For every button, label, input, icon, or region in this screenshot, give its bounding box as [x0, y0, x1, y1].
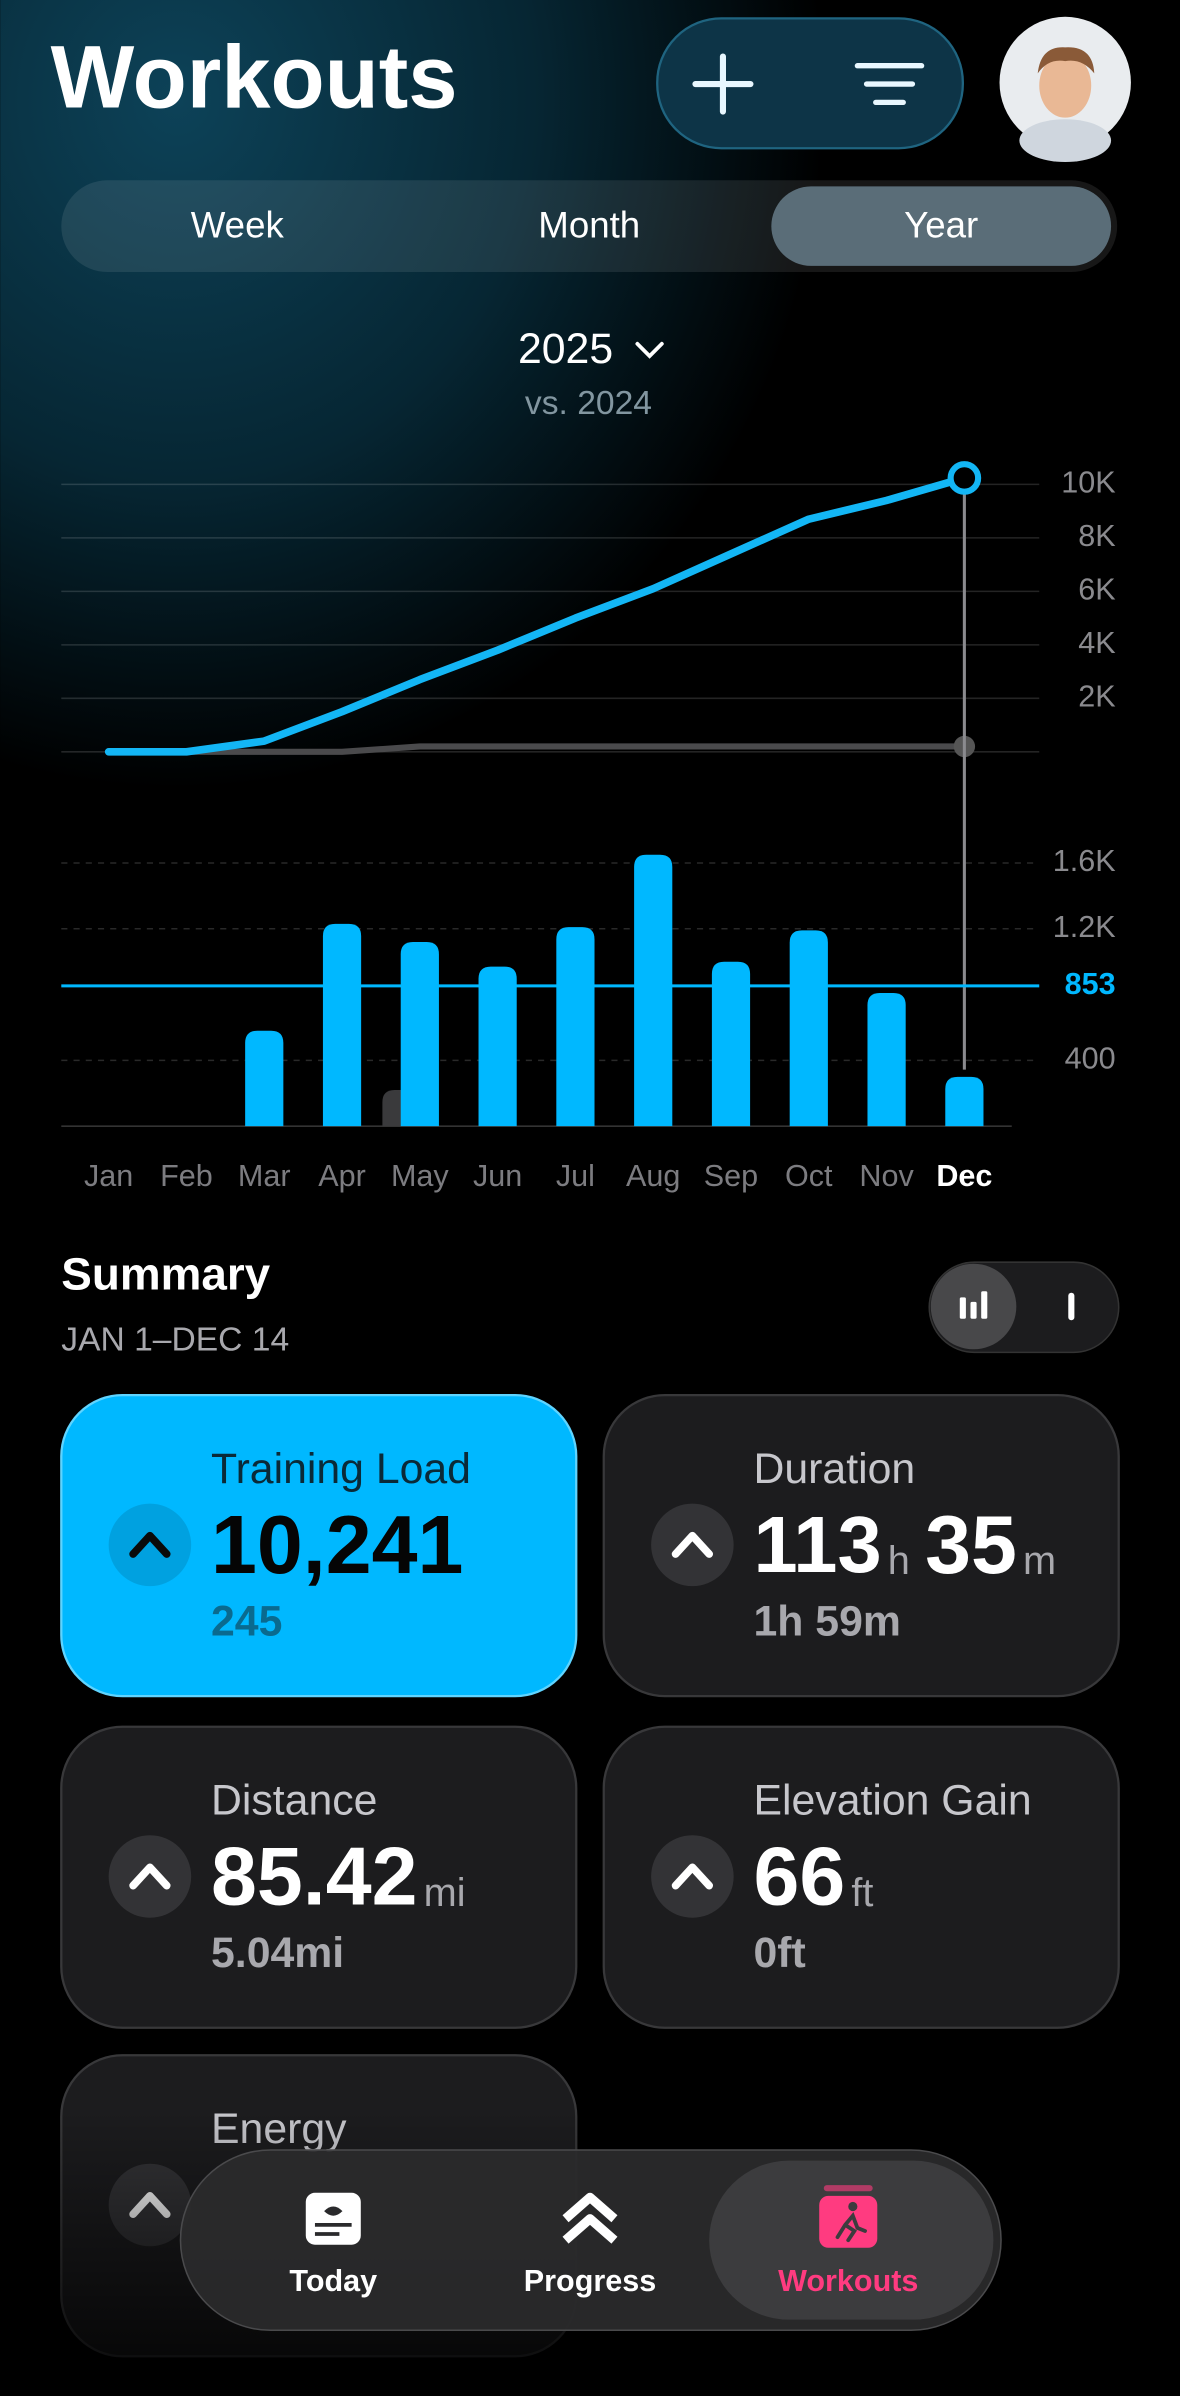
metric-unit: m — [1023, 1539, 1056, 1583]
bar — [634, 854, 673, 1127]
metric-card[interactable] — [602, 1725, 1120, 2029]
bar — [867, 992, 906, 1127]
profile-avatar[interactable] — [999, 16, 1131, 162]
x-tick-label[interactable]: Feb — [160, 1159, 213, 1193]
summary-title: Summary — [61, 1249, 270, 1300]
trend-icon-bg — [108, 1503, 192, 1587]
x-tick-label[interactable]: Mar — [238, 1159, 291, 1193]
metric-label: Distance — [211, 1776, 377, 1824]
add-button[interactable] — [692, 53, 754, 115]
metric-card[interactable] — [60, 1393, 578, 1698]
segment-option[interactable]: Month — [538, 204, 640, 245]
tab-label[interactable]: Today — [289, 2264, 377, 2298]
metric-value: 66 ft — [754, 1830, 874, 1922]
action-pill — [656, 17, 964, 150]
metric-unit: mi — [424, 1870, 466, 1914]
metric-label: Elevation Gain — [754, 1776, 1032, 1824]
y-tick-label: 8K — [1078, 519, 1116, 553]
y-tick-label: 1.2K — [1053, 910, 1116, 944]
trend-icon — [671, 1863, 714, 1890]
series-line — [105, 743, 968, 755]
today-icon — [305, 2192, 361, 2245]
trend-icon-bg — [651, 1835, 734, 1918]
metric-card[interactable] — [602, 1393, 1120, 1698]
x-tick-label[interactable]: May — [391, 1159, 449, 1193]
list-view-button[interactable] — [1068, 1292, 1075, 1321]
x-tick-label[interactable]: Dec — [936, 1159, 992, 1193]
year-chevron[interactable] — [635, 341, 664, 359]
bar — [322, 923, 362, 1127]
y-tick-label: 4K — [1078, 626, 1116, 660]
page-title: Workouts — [51, 27, 458, 126]
metric-change: 0ft — [754, 1929, 806, 1977]
metric-number: 66 — [754, 1830, 846, 1922]
trend-icon — [129, 1863, 171, 1890]
x-tick-label[interactable]: Jan — [84, 1159, 133, 1193]
trend-icon — [129, 1531, 171, 1558]
bar — [556, 927, 595, 1127]
y-tick-label: 10K — [1061, 465, 1116, 499]
metric-unit: h — [888, 1539, 910, 1583]
x-tick-label[interactable]: Oct — [785, 1159, 833, 1193]
filter-button[interactable] — [854, 63, 925, 106]
metric-number: 113 — [754, 1500, 882, 1589]
x-tick-label[interactable]: Jul — [556, 1159, 595, 1193]
workouts-icon — [819, 2185, 878, 2248]
metric-change: 5.04mi — [211, 1929, 344, 1977]
bar — [478, 966, 517, 1127]
metric-number: 85.42 — [211, 1830, 417, 1922]
metric-card[interactable] — [60, 1725, 578, 2029]
y-tick-label: 2K — [1078, 679, 1116, 713]
trend-icon-bg — [651, 1503, 734, 1587]
x-tick-label[interactable]: Aug — [626, 1159, 680, 1193]
tab-label[interactable]: Progress — [524, 2264, 656, 2298]
metric-label: Training Load — [211, 1445, 471, 1493]
metric-value: 10,241 — [211, 1499, 463, 1591]
progress-icon — [562, 2192, 618, 2244]
bar — [245, 1030, 284, 1127]
y-tick-label: 6K — [1078, 572, 1116, 606]
bar — [711, 961, 751, 1127]
segment-option[interactable]: Year — [904, 204, 978, 245]
comparison-year: vs. 2024 — [525, 385, 652, 422]
metric-unit: ft — [851, 1870, 873, 1914]
average-label: 853 — [1065, 967, 1116, 1001]
metric-value: 113 h 35 m — [754, 1499, 1057, 1591]
x-tick-label[interactable]: Sep — [704, 1159, 758, 1193]
tab-label[interactable]: Workouts — [778, 2264, 918, 2298]
x-tick-label[interactable]: Apr — [318, 1159, 366, 1193]
metric-number: 35 — [925, 1499, 1017, 1591]
y-tick-label: 1.6K — [1053, 844, 1116, 878]
x-tick-label[interactable]: Jun — [473, 1159, 522, 1193]
selected-point — [947, 461, 982, 495]
metric-change: 245 — [211, 1598, 282, 1646]
metric-value: 85.42 mi — [211, 1830, 465, 1922]
bar — [789, 930, 828, 1127]
segment-selected-bg — [771, 186, 1112, 266]
summary-range: JAN 1–DEC 14 — [61, 1322, 289, 1359]
trend-icon — [671, 1531, 714, 1558]
grid-view-icon — [959, 1291, 988, 1319]
bar — [945, 1076, 984, 1127]
bar — [400, 941, 439, 1127]
x-tick-label[interactable]: Nov — [859, 1159, 914, 1193]
trend-icon-bg — [108, 1835, 192, 1918]
metric-label: Duration — [754, 1445, 916, 1493]
series-line — [104, 474, 969, 756]
year-picker[interactable]: 2025 — [518, 325, 613, 373]
metric-change: 1h 59m — [754, 1598, 901, 1646]
y-tick-label: 400 — [1065, 1041, 1116, 1075]
segment-option[interactable]: Week — [191, 204, 285, 245]
metric-number: 10,241 — [211, 1499, 463, 1591]
